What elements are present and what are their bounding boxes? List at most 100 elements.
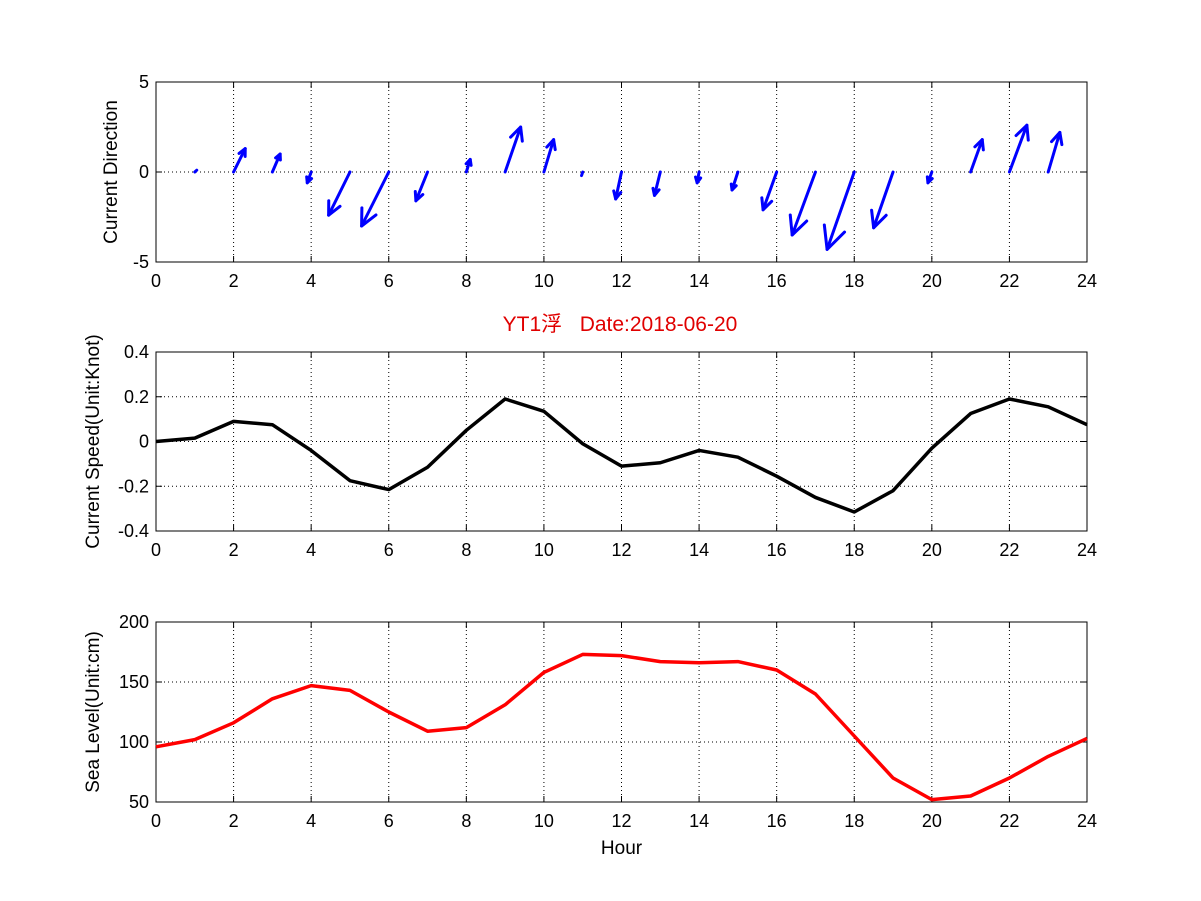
vector-head <box>360 206 378 228</box>
vector-head <box>694 175 703 185</box>
y-tick-label: 150 <box>119 672 149 692</box>
vector-head <box>1050 130 1064 147</box>
current-vector <box>542 138 557 174</box>
current-vector <box>925 170 934 185</box>
y-tick-label: 50 <box>129 792 149 812</box>
vector-shaft <box>232 147 247 174</box>
current-vector <box>270 152 282 174</box>
vector-head <box>237 147 247 158</box>
x-tick-label: 2 <box>229 540 239 560</box>
vector-head <box>545 138 557 152</box>
vector-shaft <box>193 168 199 174</box>
vector-head <box>305 175 314 185</box>
current-vector <box>580 170 585 178</box>
vector-head <box>925 175 934 185</box>
x-tick-label: 18 <box>844 271 864 291</box>
x-tick-label: 22 <box>999 540 1019 560</box>
vector-shaft <box>542 138 556 174</box>
x-tick-label: 14 <box>689 540 709 560</box>
x-tick-label: 2 <box>229 271 239 291</box>
x-tick-label: 6 <box>384 271 394 291</box>
x-tick-label: 6 <box>384 811 394 831</box>
x-tick-label: 10 <box>534 540 554 560</box>
y-axis-label: Current Direction <box>101 100 122 244</box>
x-tick-label: 22 <box>999 271 1019 291</box>
current-speed-plot: 0 2 4 6 8 10 12 14 16 18 20 22 24-0.4-0.200.20.4Curr… <box>83 334 1097 560</box>
y-tick-label: -0.2 <box>118 476 149 496</box>
x-tick-label: 10 <box>534 271 554 291</box>
vector-shaft <box>1007 123 1029 174</box>
vector-head <box>788 213 809 237</box>
vector-head <box>327 199 342 217</box>
current-vector <box>193 168 199 174</box>
vector-shaft <box>414 170 430 203</box>
vector-shaft <box>872 170 895 230</box>
current-vector <box>760 170 779 212</box>
x-tick-label: 12 <box>611 811 631 831</box>
vector-shaft <box>360 170 391 228</box>
y-tick-label: 0.2 <box>124 387 149 407</box>
y-axis-label: Sea Level(Unit:cm) <box>83 631 104 793</box>
x-tick-label: 16 <box>767 811 787 831</box>
x-tick-label: 24 <box>1077 811 1097 831</box>
vector-shaft <box>1046 130 1062 174</box>
x-tick-label: 24 <box>1077 271 1097 291</box>
vector-shaft <box>614 170 623 201</box>
current-vector <box>327 170 352 217</box>
vector-head <box>729 182 738 192</box>
y-tick-label: 0.4 <box>124 342 149 362</box>
current-vector <box>870 170 895 230</box>
y-axis-label: Current Speed(Unit:Knot) <box>83 334 104 548</box>
x-tick-label: 10 <box>534 811 554 831</box>
vector-head <box>612 189 623 201</box>
vector-head <box>760 196 774 212</box>
current-vector <box>694 170 703 185</box>
current-vector <box>232 147 247 174</box>
current-vector <box>413 170 430 203</box>
y-tick-label: 200 <box>119 612 149 632</box>
y-tick-label: 100 <box>119 732 149 752</box>
vector-shaft <box>790 170 817 237</box>
x-tick-label: 0 <box>151 540 161 560</box>
vector-head <box>973 138 985 152</box>
x-tick-label: 20 <box>922 271 942 291</box>
vector-shaft <box>580 170 585 178</box>
x-tick-label: 2 <box>229 811 239 831</box>
x-tick-label: 20 <box>922 811 942 831</box>
series-line <box>155 652 1088 802</box>
x-axis-label: Hour <box>601 838 643 859</box>
current-vector <box>464 157 473 174</box>
current-vector <box>788 170 817 237</box>
current-vector <box>969 138 985 174</box>
current-vector <box>503 125 524 174</box>
y-tick-label: 0 <box>139 432 149 452</box>
x-tick-label: 18 <box>844 540 864 560</box>
current-vector <box>1007 123 1030 174</box>
x-tick-label: 14 <box>689 811 709 831</box>
y-tick-label: 5 <box>139 72 149 92</box>
figure-title: YT1浮 Date:2018-06-20 <box>503 313 738 336</box>
vector-head <box>822 223 847 251</box>
current-vector <box>305 170 314 185</box>
vector-head <box>274 152 282 162</box>
vector-shaft <box>825 170 856 251</box>
current-vector <box>822 170 856 251</box>
vector-head <box>509 125 524 143</box>
x-tick-label: 16 <box>767 271 787 291</box>
vector-shaft <box>652 170 662 197</box>
x-tick-label: 8 <box>461 811 471 831</box>
vector-shaft <box>503 125 523 174</box>
current-vector <box>729 170 740 192</box>
x-tick-label: 16 <box>767 540 787 560</box>
x-tick-label: 14 <box>689 271 709 291</box>
x-tick-label: 4 <box>306 271 316 291</box>
y-tick-label: -5 <box>133 252 149 272</box>
x-tick-label: 8 <box>461 271 471 291</box>
vector-head <box>1014 123 1030 142</box>
x-tick-label: 0 <box>151 811 161 831</box>
current-vector <box>360 170 391 228</box>
x-tick-label: 6 <box>384 540 394 560</box>
vector-head <box>870 208 888 230</box>
vector-head <box>413 190 425 203</box>
